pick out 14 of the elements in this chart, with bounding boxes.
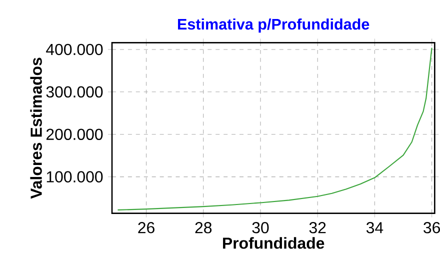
- y-tick-label: 300.000: [46, 86, 103, 98]
- chart-title: Estimativa p/Profundidade: [178, 18, 370, 33]
- x-tick-label: 36: [424, 222, 440, 234]
- x-tick-label: 26: [138, 222, 154, 234]
- x-axis-title: Profundidade: [223, 237, 324, 249]
- y-tick-label: 100.000: [46, 171, 103, 182]
- y-tick-label: 200.000: [46, 128, 103, 140]
- x-tick-label: 34: [366, 222, 384, 234]
- x-tick-label: 30: [252, 222, 269, 234]
- y-tick-label: 400.000: [46, 44, 103, 56]
- x-tick-label: 28: [195, 222, 212, 234]
- line-series: [117, 47, 432, 210]
- y-axis-title: Valores Estimados: [30, 58, 42, 199]
- x-tick-label: 32: [309, 222, 326, 234]
